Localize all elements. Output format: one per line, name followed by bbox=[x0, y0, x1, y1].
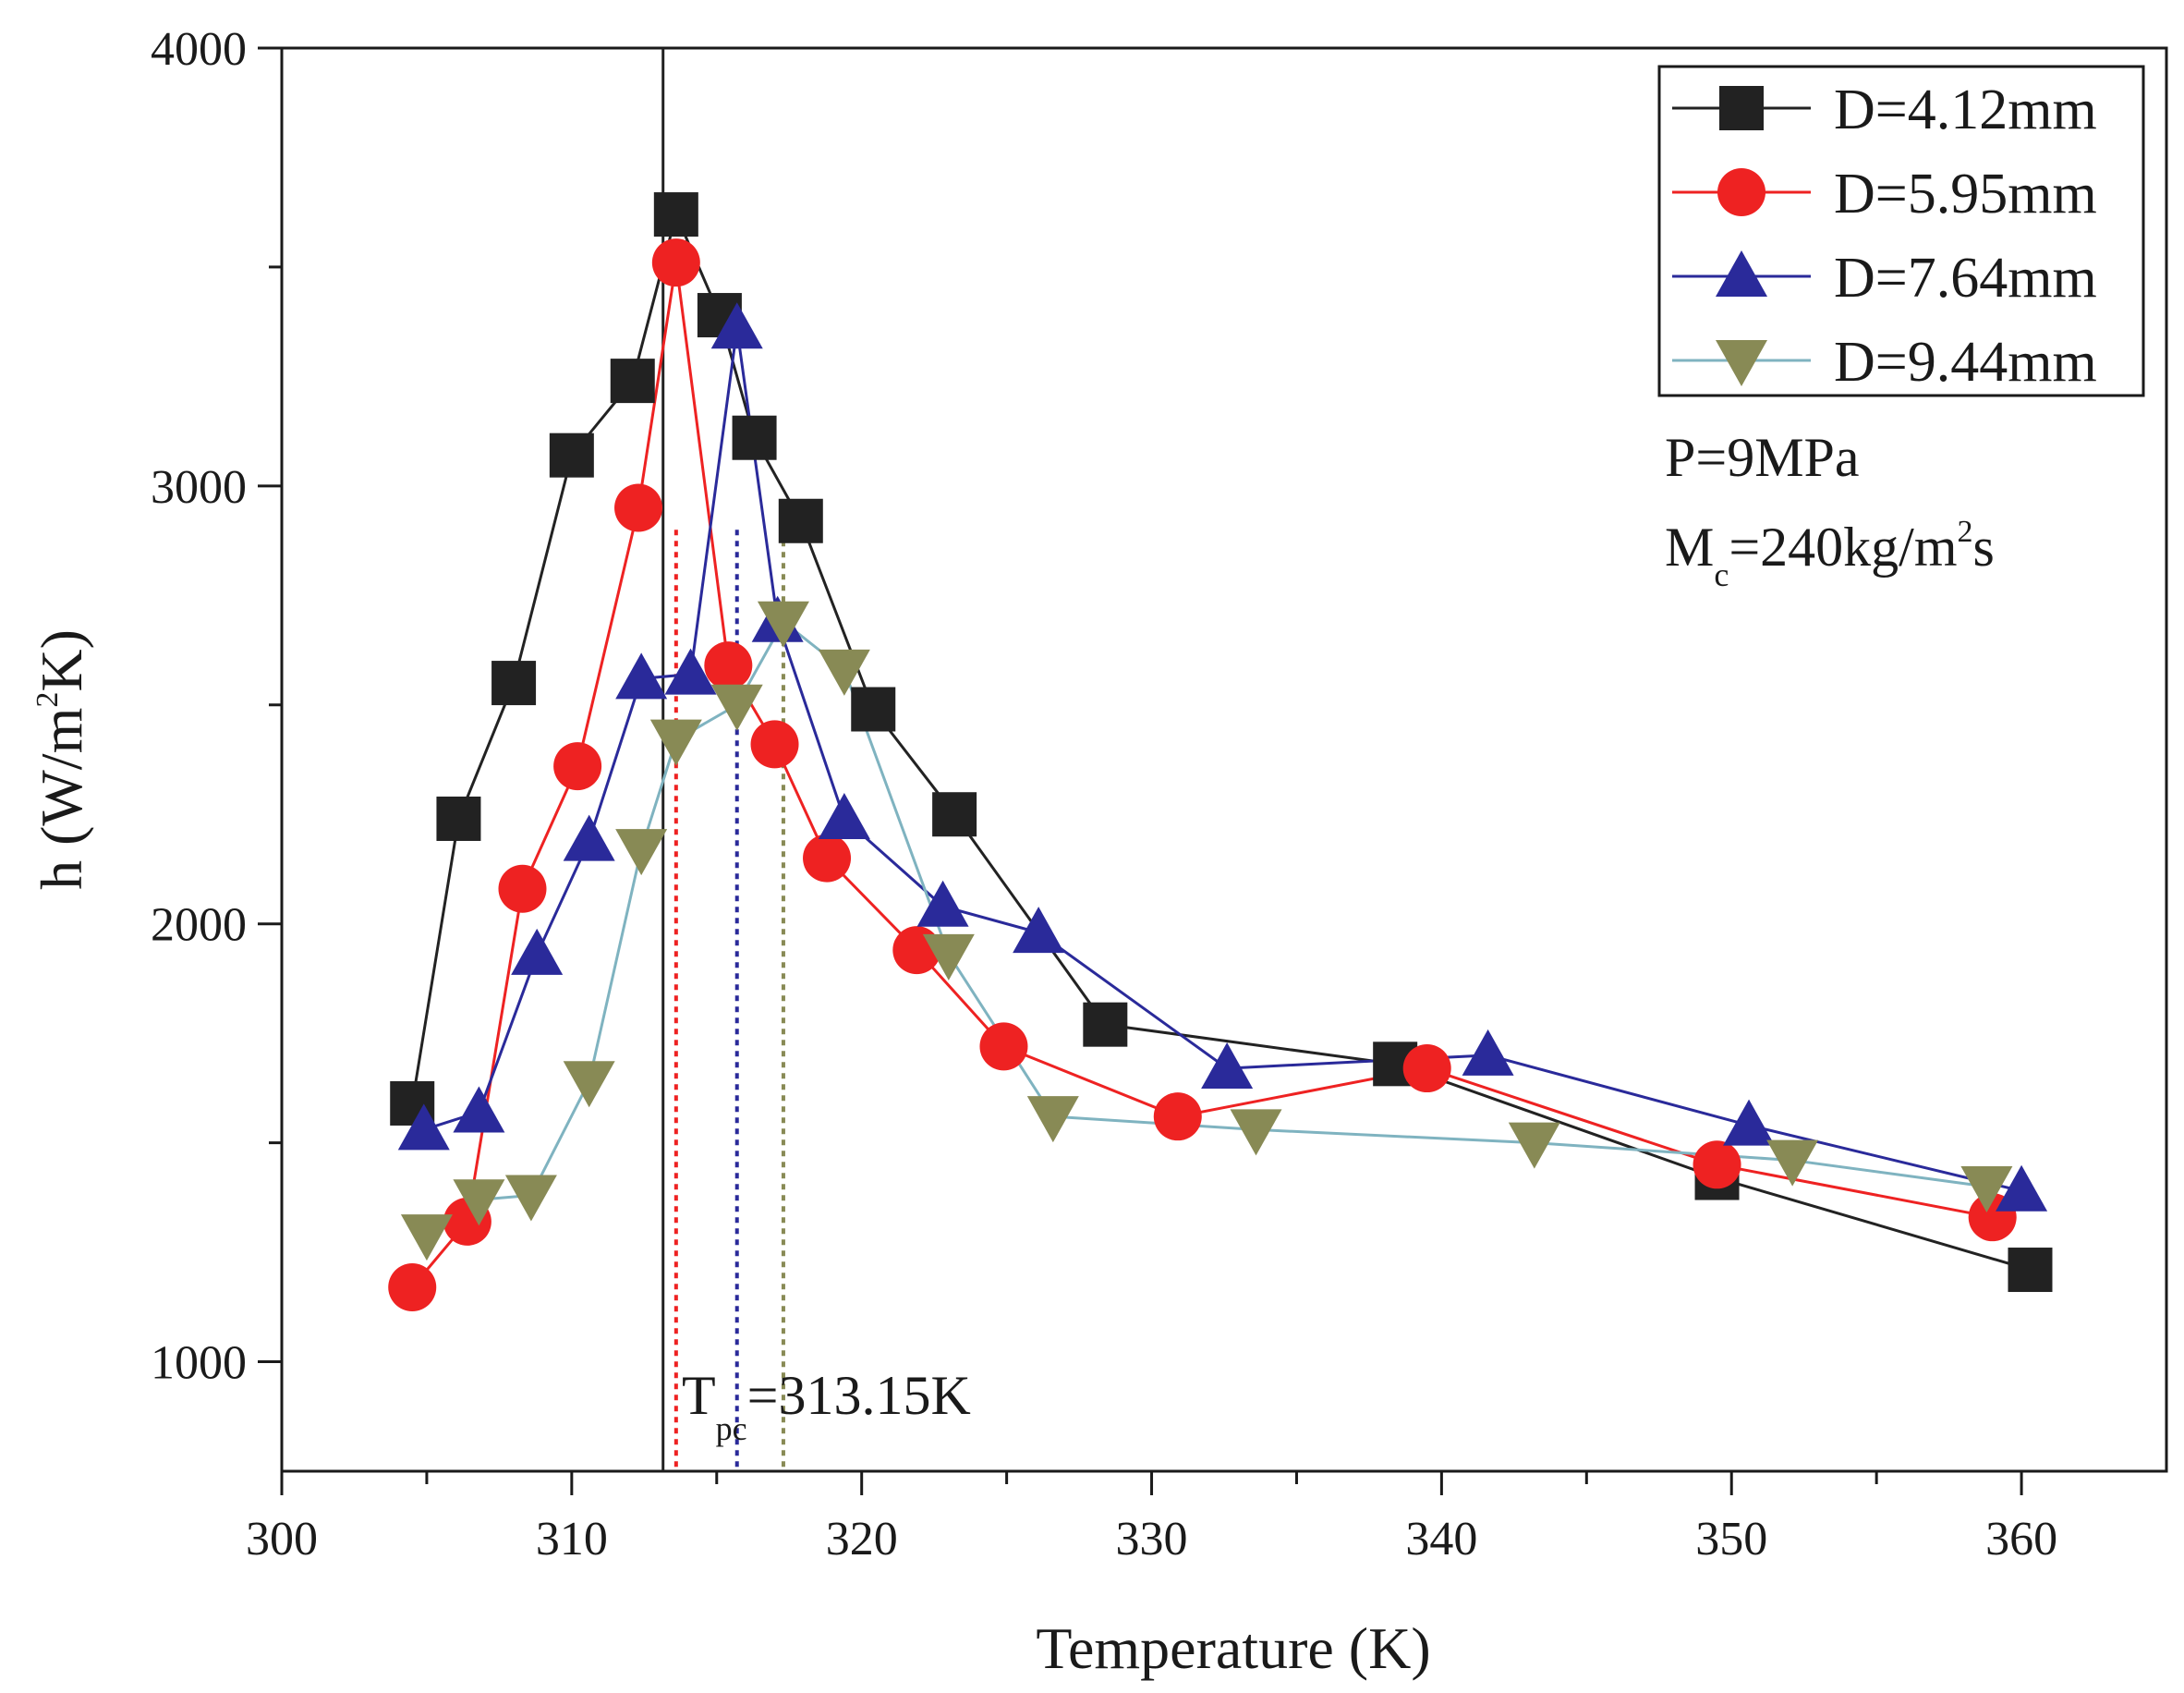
point-d-7-64mm-7 bbox=[710, 302, 763, 349]
legend-marker-d-4-12mm bbox=[1719, 86, 1764, 130]
point-d-9-44mm-10 bbox=[922, 933, 975, 980]
mass-flux-sup: 2 bbox=[1958, 515, 1973, 549]
point-d-7-64mm-3 bbox=[511, 928, 564, 975]
point-d-9-44mm-11 bbox=[1026, 1096, 1079, 1143]
point-d-7-64mm-1 bbox=[397, 1103, 450, 1151]
legend-marker-d-9-44mm bbox=[1716, 340, 1767, 386]
point-d-7-64mm-14 bbox=[1723, 1099, 1776, 1146]
point-d-9-44mm-6 bbox=[649, 719, 702, 766]
tpc-label: Tpc=313.15K bbox=[682, 1365, 971, 1447]
point-d-7-64mm-6 bbox=[664, 648, 717, 695]
legend-marker-d-7-64mm bbox=[1716, 250, 1767, 297]
x-tick-label-360: 360 bbox=[1985, 1513, 2057, 1565]
point-d-9-44mm-2 bbox=[453, 1179, 505, 1226]
point-d-7-64mm-4 bbox=[563, 814, 615, 861]
point-d-5-95mm-3 bbox=[498, 864, 547, 913]
y-axis-title: h (W/m2K) bbox=[29, 629, 94, 890]
point-d-5-95mm-14 bbox=[1693, 1140, 1741, 1189]
point-d-4-12mm-12 bbox=[1083, 1002, 1128, 1047]
y-axis-title-tail: K) bbox=[29, 629, 94, 692]
point-d-7-64mm-10 bbox=[916, 880, 969, 927]
point-d-5-95mm-13 bbox=[1402, 1044, 1451, 1093]
point-d-7-64mm-13 bbox=[1462, 1029, 1514, 1076]
point-d-7-64mm-5 bbox=[615, 652, 668, 700]
mass-flux-mid: =240kg/m bbox=[1729, 517, 1957, 578]
x-axis: 300 310 320 330 340 350 360 bbox=[246, 1471, 2057, 1565]
tpc-value: =313.15K bbox=[747, 1365, 971, 1426]
point-d-7-64mm-9 bbox=[818, 792, 870, 839]
point-d-4-12mm-2 bbox=[436, 796, 481, 841]
point-d-9-44mm-13 bbox=[1508, 1122, 1560, 1169]
point-d-9-44mm-9 bbox=[818, 649, 870, 696]
point-d-4-12mm-9 bbox=[778, 498, 823, 543]
x-tick-label-340: 340 bbox=[1405, 1513, 1477, 1565]
point-d-4-12mm-4 bbox=[549, 432, 594, 478]
x-tick-label-330: 330 bbox=[1116, 1513, 1188, 1565]
x-tick-label-310: 310 bbox=[536, 1513, 608, 1565]
point-d-9-44mm-1 bbox=[400, 1214, 453, 1261]
series-markers bbox=[388, 192, 2053, 1311]
legend-label-d-9-44mm: D=9.44mm bbox=[1834, 331, 2097, 394]
point-d-9-44mm-4 bbox=[563, 1061, 615, 1108]
point-d-4-12mm-8 bbox=[732, 415, 777, 460]
point-d-5-95mm-5 bbox=[614, 483, 663, 532]
tpc-sub: pc bbox=[716, 1410, 747, 1447]
y-axis-title-sup: 2 bbox=[30, 692, 65, 708]
legend-label-d-4-12mm: D=4.12mm bbox=[1834, 79, 2097, 141]
y-axis-title-main: h (W/m bbox=[29, 708, 94, 890]
point-d-9-44mm-5 bbox=[615, 829, 668, 876]
point-d-7-64mm-11 bbox=[1013, 907, 1065, 954]
x-tick-label-350: 350 bbox=[1695, 1513, 1767, 1565]
legend: D=4.12mm D=5.95mm D=7.64mm D=9.44mm bbox=[1657, 65, 2145, 397]
point-d-4-12mm-5 bbox=[610, 359, 655, 404]
point-d-5-95mm-8 bbox=[750, 720, 799, 769]
point-d-4-12mm-15 bbox=[2008, 1248, 2053, 1293]
point-d-7-64mm-12 bbox=[1201, 1042, 1254, 1090]
point-d-9-44mm-15 bbox=[1960, 1166, 2013, 1212]
point-d-7-64mm-15 bbox=[1996, 1164, 2048, 1212]
y-axis: 1000 2000 3000 4000 bbox=[151, 23, 282, 1390]
point-d-5-95mm-11 bbox=[979, 1022, 1028, 1071]
x-tick-label-300: 300 bbox=[246, 1513, 318, 1565]
point-d-4-12mm-6 bbox=[653, 192, 698, 238]
legend-label-d-5-95mm: D=5.95mm bbox=[1834, 163, 2097, 225]
mass-flux-tail: s bbox=[1973, 517, 1995, 578]
plot-frame bbox=[280, 46, 2168, 1473]
y-tick-label-4000: 4000 bbox=[151, 23, 247, 76]
y-tick-label-2000: 2000 bbox=[151, 899, 247, 952]
point-d-4-12mm-10 bbox=[851, 687, 896, 732]
mass-flux-main: M bbox=[1665, 517, 1714, 578]
mass-flux-sub: c bbox=[1714, 556, 1729, 593]
legend-marker-d-5-95mm bbox=[1717, 168, 1765, 216]
point-d-9-44mm-14 bbox=[1766, 1139, 1819, 1187]
point-d-5-95mm-9 bbox=[803, 834, 852, 883]
x-tick-label-320: 320 bbox=[826, 1513, 898, 1565]
legend-label-d-7-64mm: D=7.64mm bbox=[1834, 247, 2097, 310]
point-d-5-95mm-1 bbox=[388, 1262, 437, 1311]
point-d-4-12mm-11 bbox=[932, 792, 977, 837]
pressure-label: P=9MPa bbox=[1665, 427, 1860, 488]
point-d-5-95mm-7 bbox=[704, 641, 753, 690]
point-d-9-44mm-7 bbox=[710, 684, 763, 731]
point-d-5-95mm-6 bbox=[651, 238, 700, 287]
point-d-9-44mm-12 bbox=[1230, 1109, 1282, 1156]
point-d-9-44mm-8 bbox=[757, 601, 809, 648]
y-tick-label-1000: 1000 bbox=[151, 1337, 247, 1390]
point-d-9-44mm-3 bbox=[504, 1175, 557, 1222]
point-d-4-12mm-3 bbox=[491, 661, 537, 706]
tpc-main: T bbox=[682, 1365, 716, 1426]
point-d-5-95mm-12 bbox=[1153, 1092, 1202, 1141]
point-d-5-95mm-4 bbox=[553, 742, 602, 791]
y-tick-label-3000: 3000 bbox=[151, 461, 247, 514]
point-d-7-64mm-2 bbox=[453, 1086, 505, 1133]
x-axis-title: Temperature (K) bbox=[1036, 1615, 1430, 1681]
mass-flux-label: Mc=240kg/m2s bbox=[1665, 515, 1995, 593]
